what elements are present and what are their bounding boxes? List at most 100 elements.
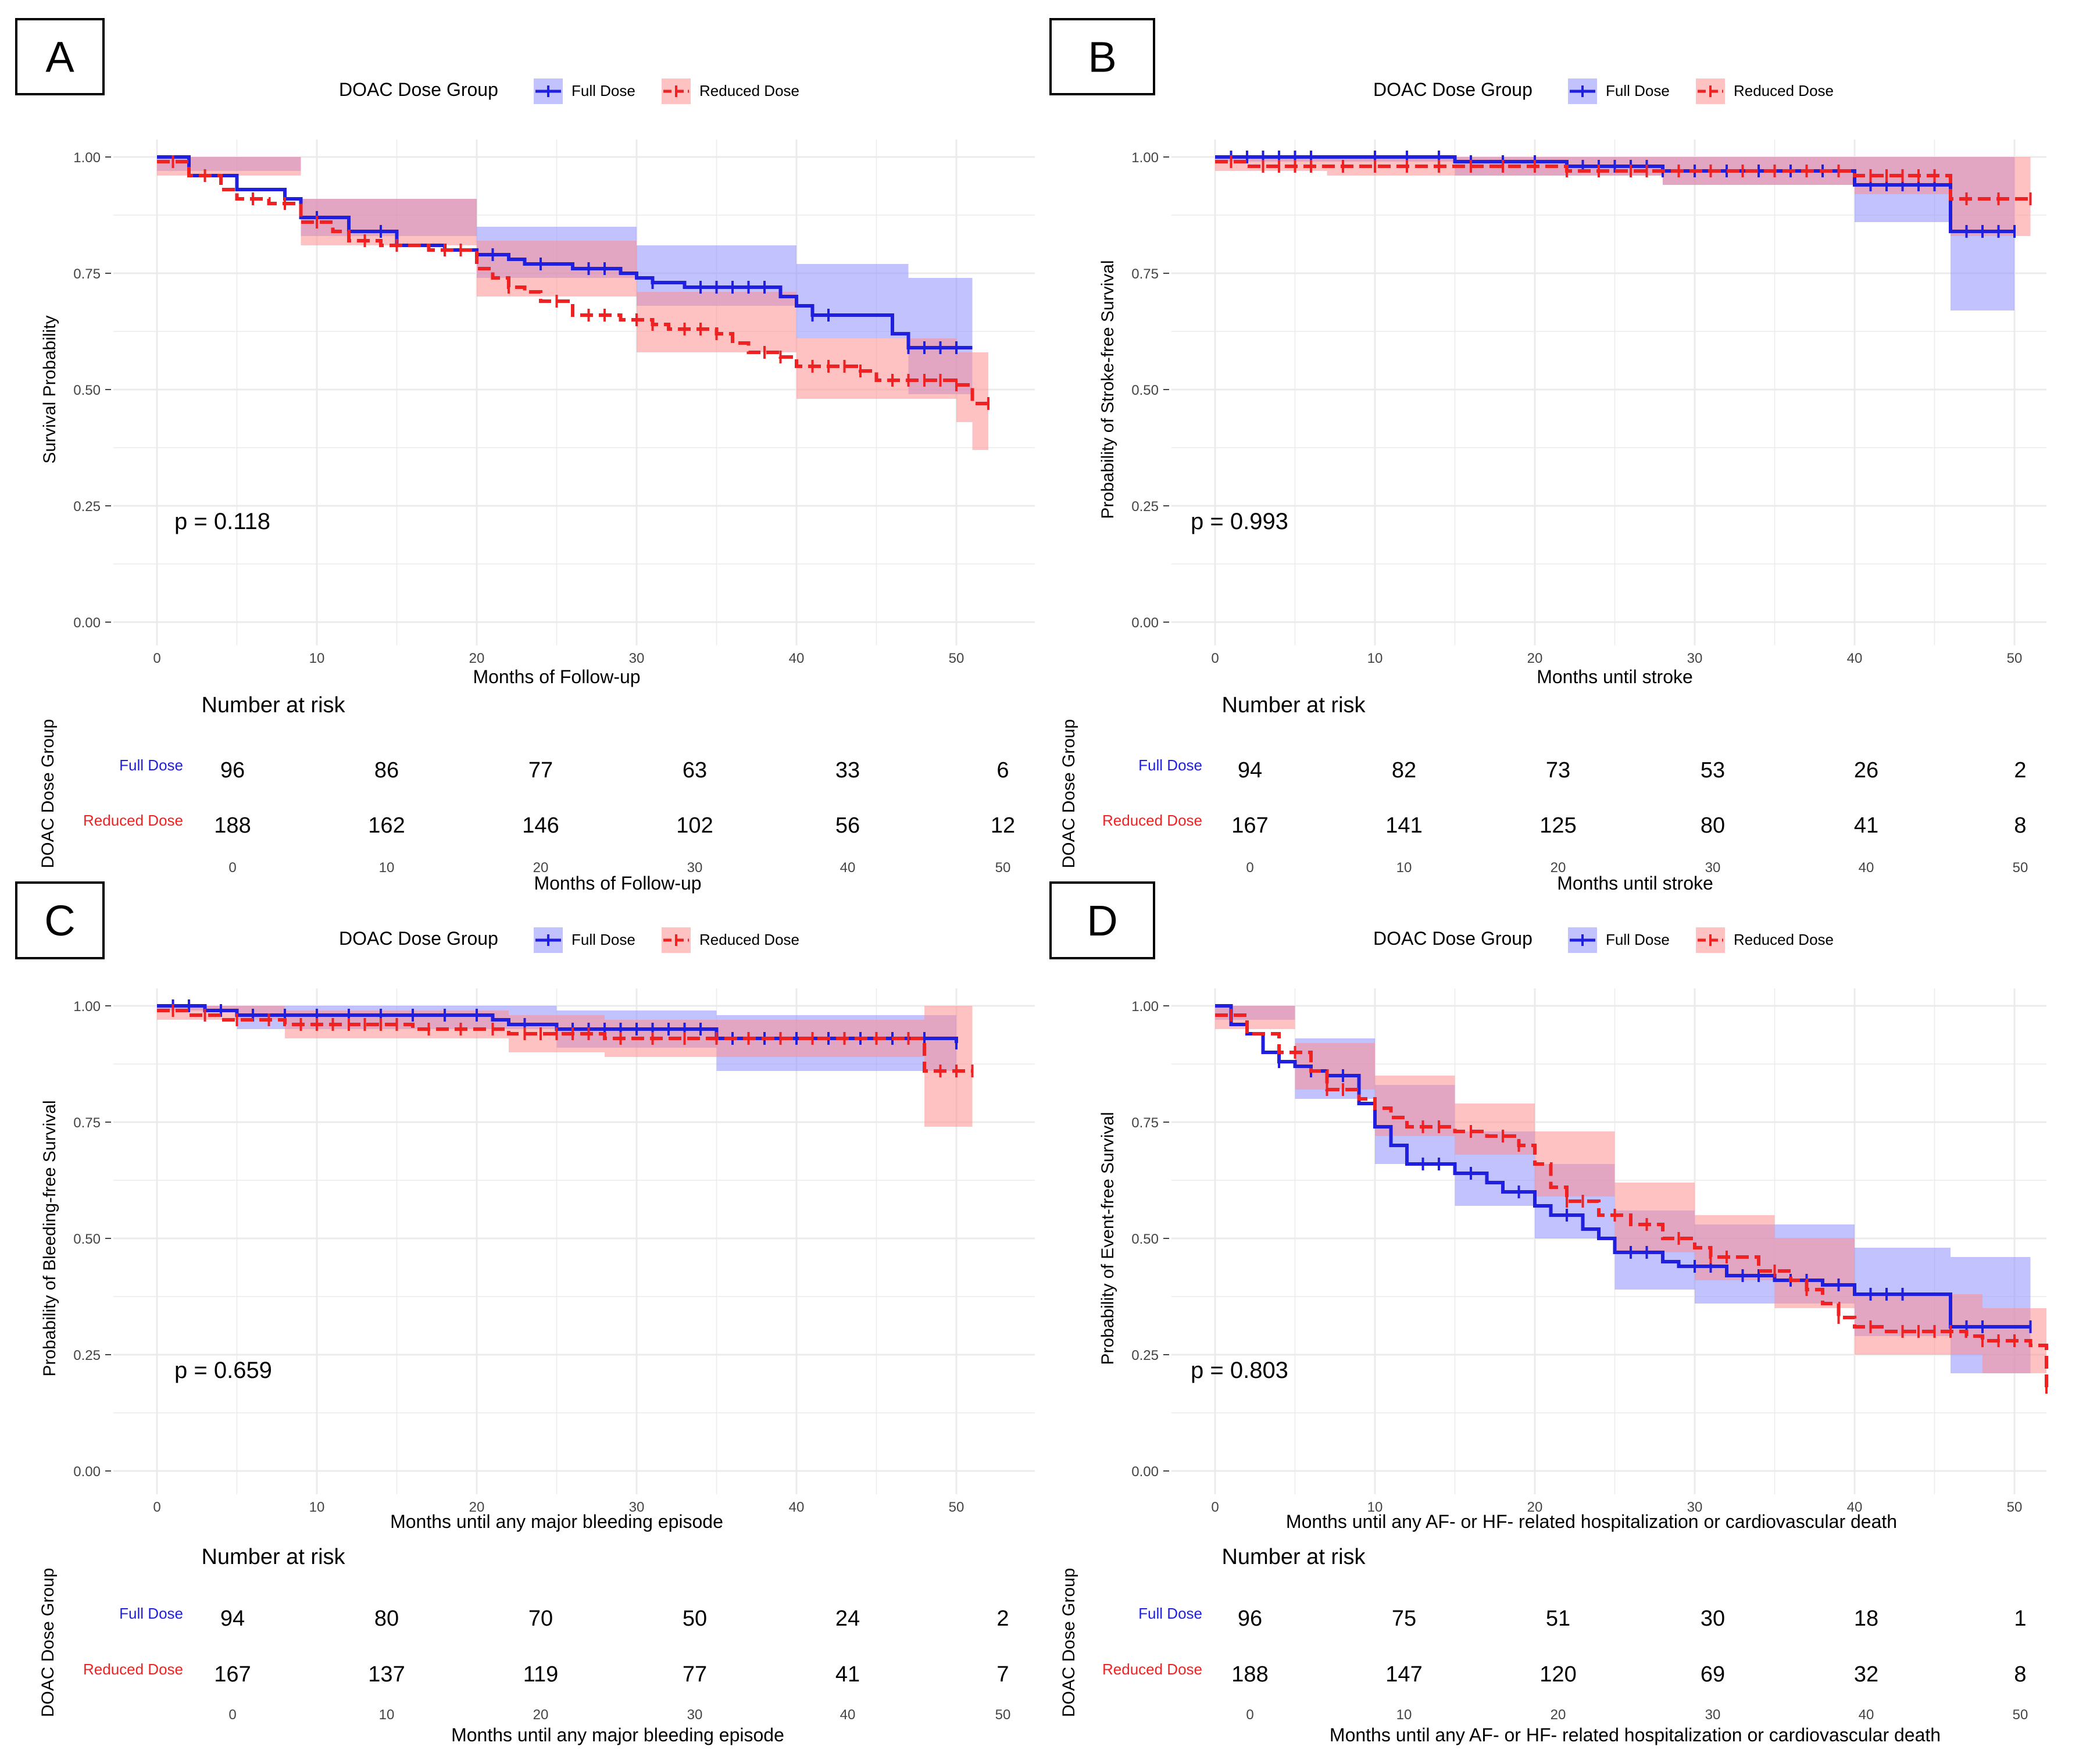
- risk-row-label-full: Full Dose: [1138, 756, 1202, 774]
- y-tick-label: 0.75: [73, 1115, 101, 1131]
- y-tick-label: 0.50: [1131, 383, 1159, 398]
- panel-B: B DOAC Dose Group Full Dose Reduced Dose 0.0…: [1049, 18, 2046, 894]
- ci-band-reduced: [157, 1006, 973, 1127]
- x-tick-label: 50: [949, 1499, 965, 1515]
- legend-title: DOAC Dose Group: [339, 928, 498, 949]
- risk-group-axis-label: DOAC Dose Group: [1059, 719, 1078, 869]
- risk-cell-full: 18: [1854, 1606, 1878, 1631]
- legend-key-reduced-icon: [662, 927, 691, 953]
- risk-cell-reduced: 125: [1539, 813, 1576, 838]
- y-tick-label: 0.75: [1131, 1115, 1159, 1131]
- risk-cell-reduced: 12: [991, 813, 1015, 838]
- y-tick-label: 0.75: [73, 266, 101, 282]
- panel-letter-box: [1049, 881, 1155, 959]
- risk-x-tick-label: 30: [1705, 860, 1721, 876]
- risk-cell-full: 2: [2014, 758, 2026, 783]
- y-axis-label: Probability of Event-free Survival: [1098, 1112, 1117, 1365]
- y-tick-label: 0.00: [1131, 1464, 1159, 1480]
- legend-label-reduced: Reduced Dose: [1734, 931, 1834, 948]
- x-tick-label: 0: [1211, 1499, 1219, 1515]
- km-curve-reduced: [157, 160, 988, 405]
- risk-cell-reduced: 119: [523, 1662, 559, 1687]
- x-tick-label: 40: [789, 651, 805, 666]
- risk-x-tick-label: 40: [840, 860, 856, 876]
- legend-key-full-icon: [534, 78, 563, 104]
- risk-cell-reduced: 102: [676, 813, 713, 838]
- x-tick-label: 20: [1527, 1499, 1543, 1515]
- risk-cell-reduced: 41: [1854, 813, 1878, 838]
- risk-group-axis-label: DOAC Dose Group: [1059, 1568, 1078, 1717]
- x-tick-label: 50: [2007, 1499, 2023, 1515]
- risk-cell-reduced: 7: [996, 1662, 1009, 1687]
- risk-row-label-full: Full Dose: [119, 1605, 183, 1622]
- risk-x-tick-label: 50: [995, 860, 1011, 876]
- risk-cell-reduced: 137: [368, 1662, 405, 1687]
- risk-cell-full: 30: [1701, 1606, 1725, 1631]
- p-value: p = 0.118: [174, 509, 270, 534]
- risk-cell-reduced: 167: [1231, 813, 1268, 838]
- risk-cell-reduced: 32: [1854, 1662, 1878, 1687]
- y-axis-label: Survival Probability: [40, 315, 59, 463]
- legend-title: DOAC Dose Group: [1373, 79, 1533, 100]
- legend-label-full: Full Dose: [1606, 82, 1670, 99]
- risk-cell-full: 96: [1238, 1606, 1262, 1631]
- ci-band-reduced: [1215, 157, 2031, 236]
- risk-x-tick-label: 0: [228, 1707, 236, 1723]
- y-tick-label: 1.00: [73, 150, 101, 166]
- risk-x-tick-label: 30: [1705, 1707, 1721, 1723]
- risk-x-tick-label: 30: [687, 1707, 703, 1723]
- risk-x-tick-label: 10: [1396, 860, 1412, 876]
- legend-label-reduced: Reduced Dose: [699, 82, 799, 99]
- x-tick-label: 20: [469, 651, 485, 666]
- risk-x-tick-label: 20: [533, 1707, 549, 1723]
- x-tick-label: 10: [309, 651, 325, 666]
- km-curve-full: [157, 155, 973, 349]
- risk-row-label-full: Full Dose: [119, 756, 183, 774]
- y-axis-label: Probability of Stroke-free Survival: [1098, 260, 1117, 519]
- risk-cell-full: 6: [996, 758, 1009, 783]
- risk-x-tick-label: 10: [379, 860, 395, 876]
- y-tick-label: 0.75: [1131, 266, 1159, 282]
- risk-cell-full: 77: [528, 758, 553, 783]
- x-tick-label: 30: [629, 651, 645, 666]
- y-tick-label: 0.25: [73, 499, 101, 515]
- risk-table-title: Number at risk: [201, 1545, 345, 1569]
- risk-x-tick-label: 10: [1396, 1707, 1412, 1723]
- risk-cell-full: 94: [1238, 758, 1262, 783]
- risk-cell-full: 80: [374, 1606, 399, 1631]
- y-tick-label: 1.00: [1131, 999, 1159, 1015]
- risk-x-tick-label: 20: [1551, 1707, 1566, 1723]
- risk-x-tick-label: 20: [533, 860, 549, 876]
- y-tick-label: 0.00: [73, 615, 101, 631]
- y-tick-label: 0.50: [73, 383, 101, 398]
- panel-letter-box: [15, 18, 105, 95]
- risk-x-tick-label: 40: [1859, 860, 1874, 876]
- risk-cell-full: 86: [374, 758, 399, 783]
- risk-cell-full: 63: [683, 758, 707, 783]
- risk-cell-reduced: 41: [835, 1662, 860, 1687]
- km-curve-reduced: [157, 1009, 973, 1073]
- risk-cell-full: 33: [835, 758, 860, 783]
- risk-cell-reduced: 146: [522, 813, 559, 838]
- x-tick-label: 10: [1367, 651, 1383, 666]
- risk-cell-reduced: 141: [1385, 813, 1422, 838]
- x-tick-label: 30: [629, 1499, 645, 1515]
- p-value: p = 0.659: [174, 1358, 272, 1383]
- risk-x-tick-label: 0: [228, 860, 236, 876]
- panel-letter-box: [15, 881, 105, 959]
- x-tick-label: 0: [1211, 651, 1219, 666]
- x-tick-label: 10: [1367, 1499, 1383, 1515]
- risk-cell-reduced: 147: [1385, 1662, 1422, 1687]
- y-tick-label: 1.00: [73, 999, 101, 1015]
- risk-table-title: Number at risk: [1221, 1545, 1366, 1569]
- panel-A: A DOAC Dose Group Full Dose Reduced Dose 0.0…: [15, 18, 1035, 894]
- panel-letter: A: [45, 33, 74, 81]
- y-tick-label: 0.50: [1131, 1231, 1159, 1247]
- y-tick-label: 0.25: [1131, 499, 1159, 515]
- risk-x-axis-label: Months until any major bleeding episode: [451, 1724, 784, 1745]
- risk-cell-full: 53: [1701, 758, 1725, 783]
- legend-title: DOAC Dose Group: [339, 79, 498, 100]
- x-tick-label: 20: [1527, 651, 1543, 666]
- risk-row-label-full: Full Dose: [1138, 1605, 1202, 1622]
- legend-label-full: Full Dose: [571, 82, 635, 99]
